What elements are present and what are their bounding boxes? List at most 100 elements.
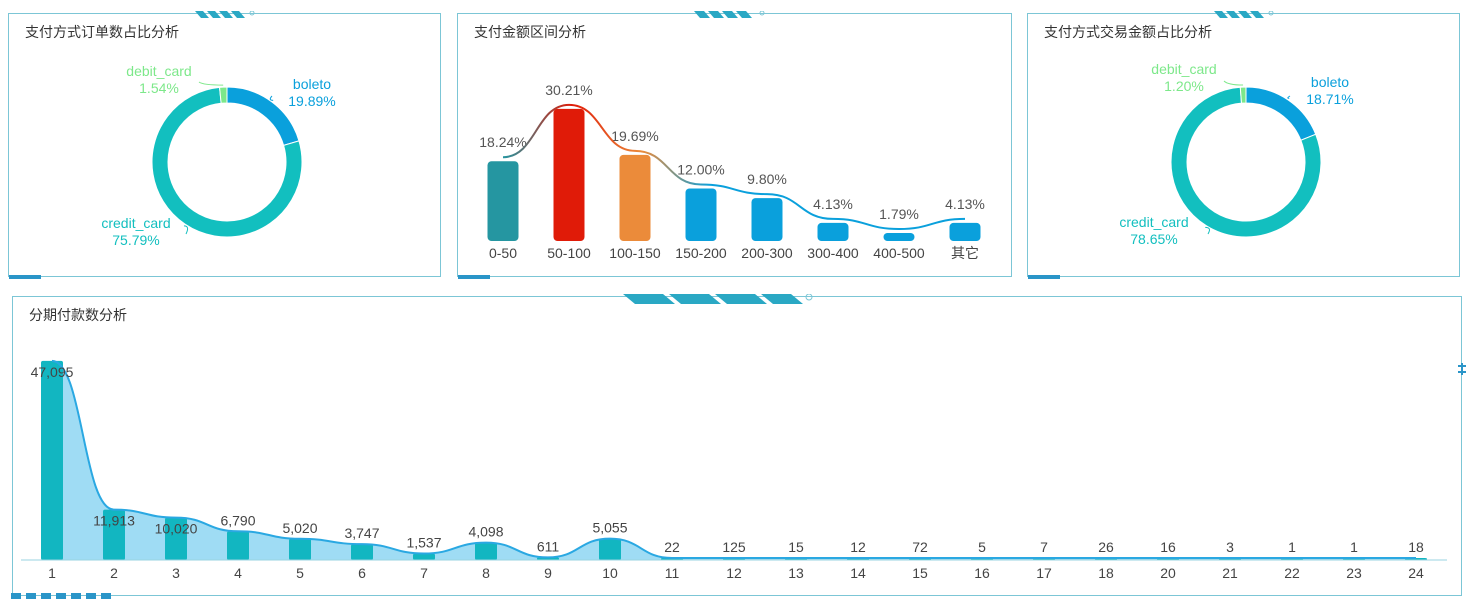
slice-value-label: 1.20% bbox=[1164, 78, 1204, 94]
bar-value-label: 47,095 bbox=[31, 364, 74, 380]
bar-value-label: 1,537 bbox=[406, 534, 441, 550]
slice-label: boleto bbox=[293, 76, 331, 92]
footer-dots-decoration bbox=[11, 593, 111, 599]
slice-label: boleto bbox=[1311, 74, 1349, 90]
footer-dots-decoration bbox=[458, 275, 490, 279]
panel-title: 支付金额区间分析 bbox=[474, 24, 586, 40]
x-tick-label: 23 bbox=[1346, 565, 1362, 581]
slice-value-label: 1.54% bbox=[139, 80, 179, 96]
label-leader-line bbox=[1223, 80, 1244, 86]
bar-value-label: 5,055 bbox=[592, 520, 627, 536]
bar-installment-10[interactable] bbox=[599, 538, 621, 560]
bar-50-100[interactable] bbox=[553, 108, 585, 241]
label-leader-line bbox=[269, 95, 274, 101]
bar-value-label: 3,747 bbox=[344, 525, 379, 541]
bar-value-label: 12 bbox=[850, 539, 866, 555]
bar-value-label: 7 bbox=[1040, 539, 1048, 555]
x-tick-label: 16 bbox=[974, 565, 990, 581]
x-tick-label: 22 bbox=[1284, 565, 1300, 581]
x-tick-label: 200-300 bbox=[741, 245, 793, 261]
bar-installment-1[interactable] bbox=[41, 360, 63, 560]
bar-installment-3[interactable] bbox=[165, 517, 187, 560]
bar-installment-4[interactable] bbox=[227, 531, 249, 560]
slice-value-label: 19.89% bbox=[288, 93, 335, 109]
label-leader-line bbox=[198, 81, 224, 86]
x-tick-label: 其它 bbox=[951, 245, 979, 261]
x-tick-label: 24 bbox=[1408, 565, 1424, 581]
amount-range-bar-chart: 18.24% 0-50 30.21% 50-100 19.69% 100-150 12.00… bbox=[479, 82, 985, 261]
bar-value-label: 125 bbox=[722, 539, 746, 555]
footer-dots-decoration bbox=[9, 275, 41, 279]
slice-label: credit_card bbox=[1119, 214, 1188, 230]
bar-installment-8[interactable] bbox=[475, 542, 497, 560]
label-leader-line bbox=[1287, 95, 1291, 99]
trend-line bbox=[502, 103, 966, 231]
x-tick-label: 15 bbox=[912, 565, 928, 581]
bar-value-label: 5,020 bbox=[282, 520, 317, 536]
x-tick-label: 10 bbox=[602, 565, 618, 581]
slice-value-label: 18.71% bbox=[1306, 91, 1353, 107]
order-share-panel: 支付方式订单数占比分析 boleto 19.89% credit_card 75.79… bbox=[8, 11, 441, 279]
installments-bar-chart: 47,095111,913210,02036,79045,02053,74761… bbox=[21, 359, 1447, 581]
label-leader-line bbox=[1205, 226, 1210, 235]
donut-slice-credit_card[interactable] bbox=[1170, 86, 1322, 238]
bar-150-200[interactable] bbox=[685, 188, 717, 242]
bar-installment-6[interactable] bbox=[351, 544, 373, 560]
bar-value-label: 5 bbox=[978, 539, 986, 555]
donut-slice-boleto[interactable] bbox=[1245, 86, 1317, 141]
x-tick-label: 14 bbox=[850, 565, 866, 581]
header-stripes-decoration bbox=[694, 11, 765, 18]
header-stripes-decoration bbox=[623, 294, 813, 304]
bar-300-400[interactable] bbox=[817, 222, 849, 241]
x-tick-label: 8 bbox=[482, 565, 490, 581]
donut-slice-debit_card[interactable] bbox=[219, 86, 228, 104]
footer-dots-decoration bbox=[1028, 275, 1060, 279]
panel-title: 分期付款数分析 bbox=[29, 307, 127, 323]
bar-value-label: 72 bbox=[912, 539, 928, 555]
donut-slice-credit_card[interactable] bbox=[151, 86, 303, 238]
x-tick-label: 300-400 bbox=[807, 245, 859, 261]
bar-installment-5[interactable] bbox=[289, 538, 311, 560]
bar-其它[interactable] bbox=[949, 222, 981, 241]
amount-share-panel: 支付方式交易金额占比分析 boleto 18.71% credit_card 78.6… bbox=[1027, 11, 1460, 279]
slice-label: credit_card bbox=[101, 215, 170, 231]
bar-value-label: 611 bbox=[537, 538, 560, 554]
bar-200-300[interactable] bbox=[751, 198, 783, 241]
bar-value-label: 12.00% bbox=[677, 162, 724, 178]
bar-400-500[interactable] bbox=[883, 233, 915, 241]
area-fill bbox=[52, 360, 1416, 560]
x-tick-label: 7 bbox=[420, 565, 428, 581]
x-tick-label: 6 bbox=[358, 565, 366, 581]
bar-installment-2[interactable] bbox=[103, 509, 125, 560]
x-tick-label: 3 bbox=[172, 565, 180, 581]
slice-label: debit_card bbox=[126, 63, 191, 79]
bar-value-label: 9.80% bbox=[747, 171, 787, 187]
slice-value-label: 78.65% bbox=[1130, 231, 1177, 247]
panel-title: 支付方式交易金额占比分析 bbox=[1044, 24, 1212, 40]
x-tick-label: 150-200 bbox=[675, 245, 727, 261]
bar-value-label: 18.24% bbox=[479, 134, 526, 150]
bar-value-label: 1 bbox=[1288, 539, 1296, 555]
x-tick-label: 5 bbox=[296, 565, 304, 581]
header-stripes-decoration bbox=[195, 11, 255, 18]
bar-value-label: 1 bbox=[1350, 539, 1358, 555]
x-tick-label: 0-50 bbox=[489, 245, 517, 261]
x-tick-label: 18 bbox=[1098, 565, 1114, 581]
x-tick-label: 20 bbox=[1160, 565, 1176, 581]
bar-installment-7[interactable] bbox=[413, 553, 435, 560]
x-tick-label: 9 bbox=[544, 565, 552, 581]
bar-0-50[interactable] bbox=[487, 161, 519, 241]
amount-range-panel: 支付金额区间分析 18.24% 0-50 30.21% 50-100 19.69% 100… bbox=[457, 11, 1012, 279]
x-tick-label: 2 bbox=[110, 565, 118, 581]
x-tick-label: 4 bbox=[234, 565, 242, 581]
bar-value-label: 1.79% bbox=[879, 206, 919, 222]
x-tick-label: 400-500 bbox=[873, 245, 925, 261]
bar-100-150[interactable] bbox=[619, 154, 651, 241]
x-tick-label: 12 bbox=[726, 565, 742, 581]
bar-value-label: 4,098 bbox=[468, 524, 503, 540]
bar-value-label: 4.13% bbox=[945, 196, 985, 212]
bar-value-label: 6,790 bbox=[220, 512, 255, 528]
bar-value-label: 15 bbox=[788, 539, 804, 555]
donut-slice-debit_card[interactable] bbox=[1239, 86, 1247, 104]
